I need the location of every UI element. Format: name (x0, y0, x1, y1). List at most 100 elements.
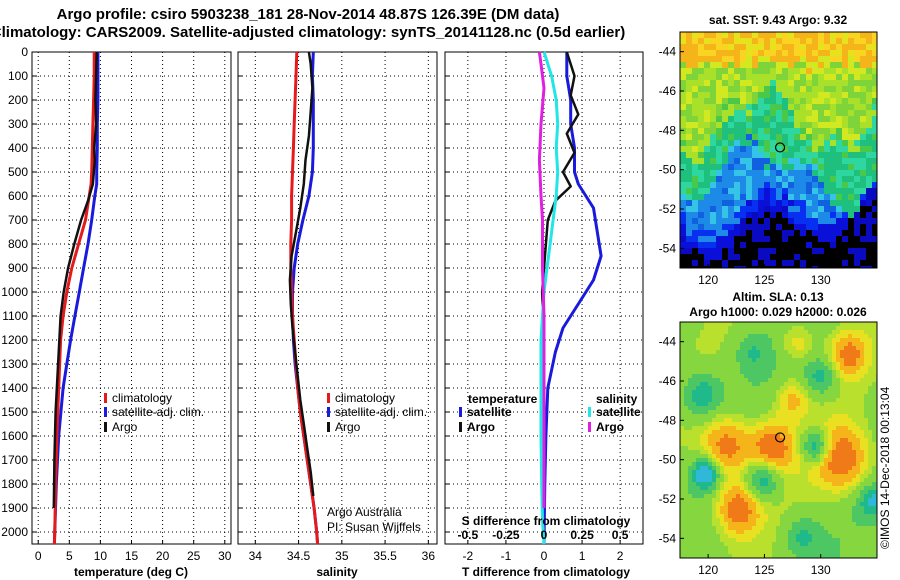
sla-cell (696, 514, 701, 519)
sla-cell (680, 538, 685, 543)
sla-cell (836, 406, 841, 411)
sla-cell (712, 326, 717, 331)
sst-cell (746, 68, 753, 75)
sla-cell (684, 446, 689, 451)
depth-tick-label: 700 (8, 213, 28, 227)
sst-cell (794, 248, 801, 255)
sla-cell (844, 534, 849, 539)
sla-cell (708, 542, 713, 547)
sst-cell (830, 164, 837, 171)
sla-cell (760, 370, 765, 375)
sla-cell (828, 522, 833, 527)
sla-cell (756, 350, 761, 355)
sla-cell (684, 462, 689, 467)
sla-cell (708, 370, 713, 375)
sla-cell (808, 534, 813, 539)
sla-cell (820, 506, 825, 511)
sla-cell (728, 530, 733, 535)
sst-cell (818, 218, 825, 225)
sst-cell (836, 32, 843, 39)
sla-cell (720, 446, 725, 451)
sla-cell (836, 326, 841, 331)
sla-cell (756, 470, 761, 475)
sla-cell (872, 434, 877, 439)
sla-cell (844, 358, 849, 363)
sst-cell (836, 212, 843, 219)
sla-cell (684, 478, 689, 483)
sla-cell (836, 474, 841, 479)
sla-cell (760, 550, 765, 555)
sla-cell (736, 410, 741, 415)
sla-cell (804, 370, 809, 375)
sst-cell (800, 230, 807, 237)
sla-cell (816, 402, 821, 407)
sla-cell (764, 538, 769, 543)
sla-cell (812, 490, 817, 495)
sla-map: 120 125 130-44-46-48-50-52-54 (659, 321, 878, 577)
sla-cell (828, 534, 833, 539)
sst-cell (728, 248, 735, 255)
sla-cell (720, 406, 725, 411)
sla-cell (844, 346, 849, 351)
sst-cell (746, 158, 753, 165)
sla-cell (808, 418, 813, 423)
sst-cell (758, 242, 765, 249)
sst-cell (770, 62, 777, 69)
sla-cell (792, 518, 797, 523)
sla-cell (780, 434, 785, 439)
sla-cell (820, 390, 825, 395)
sla-cell (748, 398, 753, 403)
sst-cell (770, 80, 777, 87)
sla-cell (708, 522, 713, 527)
sst-cell (872, 230, 878, 237)
sla-cell (832, 434, 837, 439)
sla-cell (840, 326, 845, 331)
sla-cell (816, 386, 821, 391)
sst-cell (740, 266, 747, 269)
sla-cell (808, 546, 813, 551)
sst-cell (866, 38, 873, 45)
sst-cell (854, 62, 861, 69)
sla-cell (744, 498, 749, 503)
sla-cell (700, 322, 705, 327)
sst-cell (800, 32, 807, 39)
sla-cell (708, 358, 713, 363)
diff-legend-temp-argo-swatch (459, 422, 462, 432)
sla-cell (736, 498, 741, 503)
sla-cell (868, 382, 873, 387)
sla-cell (836, 458, 841, 463)
sla-cell (828, 330, 833, 335)
sst-cell (746, 50, 753, 57)
sst-cell (704, 104, 711, 111)
sst-cell (848, 182, 855, 189)
sst-cell (698, 86, 705, 93)
sla-cell (744, 526, 749, 531)
sla-cell (704, 370, 709, 375)
sst-cell (692, 188, 699, 195)
sla-cell (780, 542, 785, 547)
sst-cell (800, 260, 807, 267)
sst-cell (764, 44, 771, 51)
sla-cell (744, 510, 749, 515)
sla-cell (820, 338, 825, 343)
sla-cell (724, 486, 729, 491)
sla-cell (816, 438, 821, 443)
sla-cell (868, 422, 873, 427)
sal-legend-climatology-label: climatology (335, 391, 395, 405)
sla-cell (796, 530, 801, 535)
sla-cell (824, 546, 829, 551)
sla-cell (792, 530, 797, 535)
sst-cell (752, 176, 759, 183)
sla-cell (828, 394, 833, 399)
sla-cell (764, 462, 769, 467)
sst-cell (680, 152, 687, 159)
sst-cell (716, 164, 723, 171)
sla-cell (840, 514, 845, 519)
sla-cell (704, 322, 709, 327)
sla-cell (848, 374, 853, 379)
sla-cell (844, 478, 849, 483)
sla-cell (704, 390, 709, 395)
sla-cell (800, 498, 805, 503)
sla-cell (764, 450, 769, 455)
sla-cell (748, 402, 753, 407)
